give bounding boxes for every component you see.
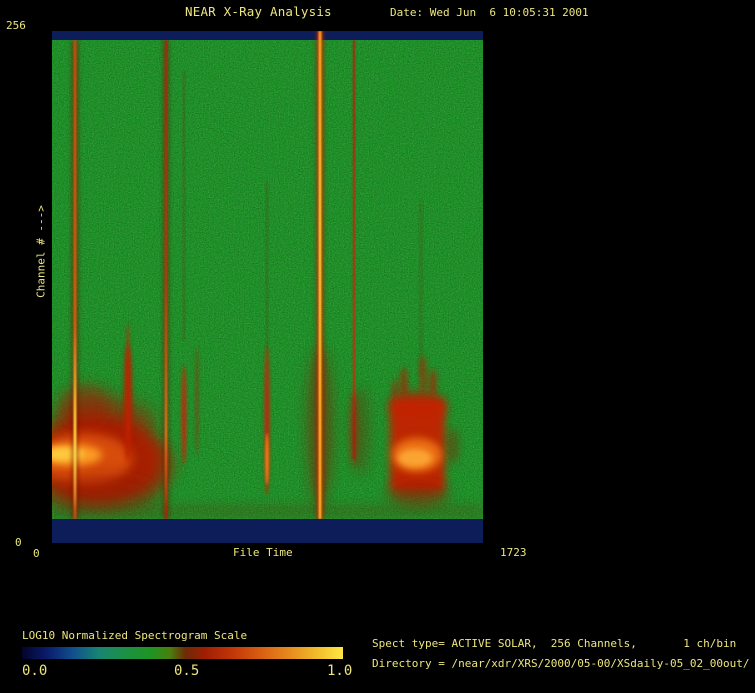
spectrogram-plot [52,31,483,543]
colorbar-tick-low: 0.0 [22,663,48,679]
x-axis-max-label: 1723 [500,546,527,559]
y-axis-title: Channel # ---> [34,205,48,298]
colorbar-title: LOG10 Normalized Spectrogram Scale [22,629,248,642]
colorbar-tick-mid: 0.5 [174,663,200,679]
spect-type-line: Spect type= ACTIVE SOLAR, 256 Channels, … [372,637,737,650]
spectrogram-burst-features [52,31,483,519]
colorbar-tick-high: 1.0 [327,663,353,679]
y-axis-min-label: 0 [15,536,22,549]
directory-line: Directory = /near/xdr/XRS/2000/05-00/XSd… [372,657,750,670]
x-axis-min-label: 0 [33,547,40,560]
page-title: NEAR X-Ray Analysis [185,4,332,19]
date-label: Date: Wed Jun 6 10:05:31 2001 [390,6,589,19]
x-axis-title: File Time [233,546,293,559]
spectrogram-canvas [52,31,483,543]
y-axis-max-label: 256 [6,19,26,32]
colorbar-gradient [22,647,343,659]
